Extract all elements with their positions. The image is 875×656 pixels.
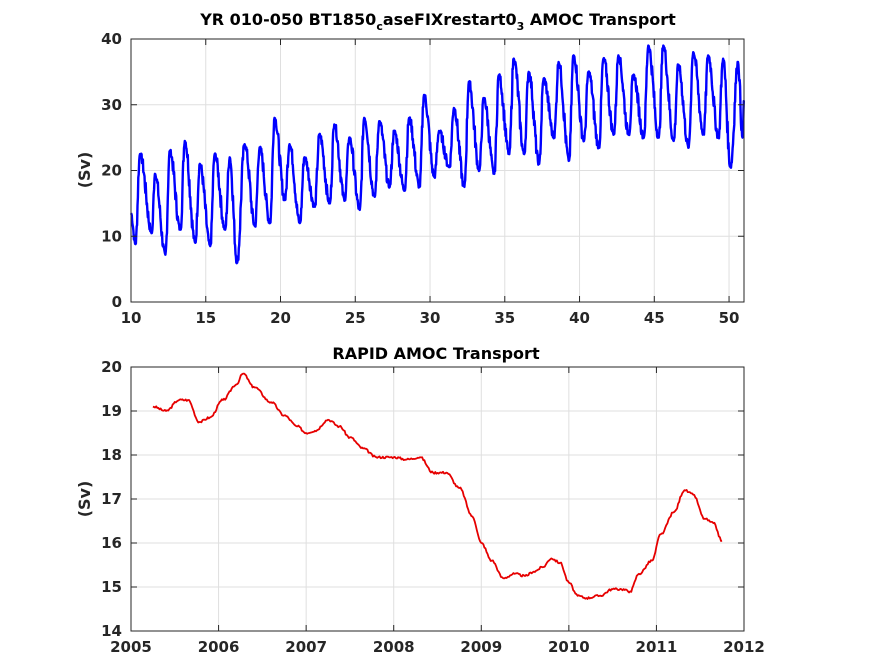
bottom-y-axis-label: (Sv) <box>75 481 94 518</box>
y-tick-label: 20 <box>101 162 122 180</box>
y-tick-label: 19 <box>101 402 122 420</box>
y-tick-label: 15 <box>101 578 122 596</box>
y-tick-label: 0 <box>112 293 122 311</box>
y-tick-label: 40 <box>101 30 122 48</box>
y-tick-label: 10 <box>101 227 122 245</box>
y-tick-label: 16 <box>101 534 122 552</box>
y-tick-label: 20 <box>101 358 122 376</box>
x-tick-label: 50 <box>719 309 740 327</box>
top-x-tick-labels: 10 15 20 25 30 35 40 45 50 <box>121 309 740 327</box>
x-tick-label: 2010 <box>548 638 590 656</box>
bottom-chart-title: RAPID AMOC Transport <box>332 344 540 363</box>
top-tick-marks <box>130 38 744 303</box>
y-tick-label: 30 <box>101 96 122 114</box>
bottom-tick-marks <box>130 366 745 632</box>
bottom-chart: 2005 2006 2007 2008 2009 2010 2011 2012 1415161… <box>75 344 765 656</box>
x-tick-label: 30 <box>420 309 441 327</box>
model-amoc-series-line <box>129 44 746 265</box>
x-tick-label: 35 <box>494 309 515 327</box>
x-tick-label: 2011 <box>636 638 678 656</box>
x-tick-label: 2009 <box>460 638 502 656</box>
rapid-amoc-series-line <box>152 372 723 600</box>
x-tick-label: 20 <box>270 309 291 327</box>
y-tick-label: 18 <box>101 446 122 464</box>
x-tick-label: 2012 <box>723 638 765 656</box>
x-tick-label: 45 <box>644 309 665 327</box>
x-tick-label: 2005 <box>110 638 152 656</box>
x-tick-label: 25 <box>345 309 366 327</box>
top-y-axis-label: (Sv) <box>75 152 94 189</box>
y-tick-label: 17 <box>101 490 122 508</box>
x-tick-label: 2007 <box>285 638 327 656</box>
y-tick-label: 14 <box>101 622 122 640</box>
x-tick-label: 10 <box>121 309 142 327</box>
x-tick-label: 2008 <box>373 638 415 656</box>
top-y-tick-labels: 0 10 20 30 40 <box>101 30 122 311</box>
bottom-y-tick-labels: 14 15 16 17 18 19 20 <box>101 358 122 640</box>
x-tick-label: 15 <box>195 309 216 327</box>
bottom-gridlines <box>130 366 745 632</box>
top-chart-title: YR 010-050 BT1850caseFIXrestart03 AMOC T… <box>199 10 676 33</box>
bottom-x-tick-labels: 2005 2006 2007 2008 2009 2010 2011 2012 <box>110 638 765 656</box>
x-tick-label: 40 <box>569 309 590 327</box>
x-tick-label: 2006 <box>198 638 240 656</box>
